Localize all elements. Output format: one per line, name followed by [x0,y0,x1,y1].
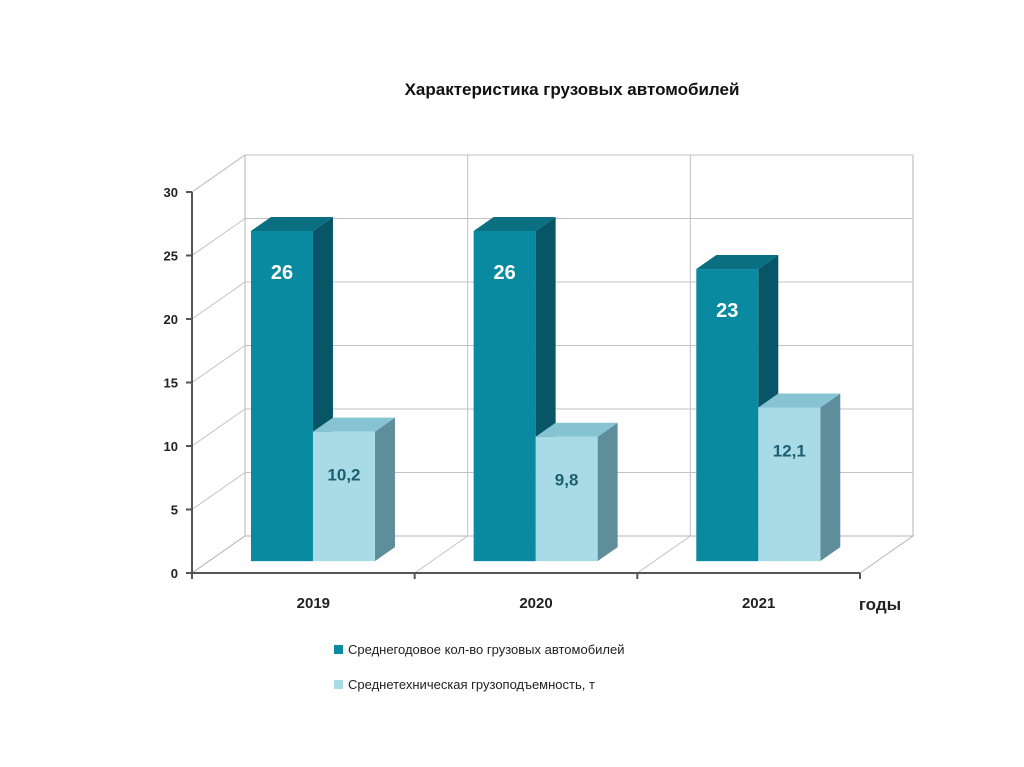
data-label-2020-series-1: 26 [494,262,516,284]
y-tick-25: 25 [164,249,178,264]
y-axis-ticks: 0 5 10 15 20 25 30 [164,185,178,581]
chart-title: Характеристика грузовых автомобилей [405,80,740,99]
bar-2020-series-1-top [473,216,556,231]
bar-2019-series-1-top [250,216,333,231]
bar-2021-series-2-side [820,393,841,562]
y-tick-0: 0 [171,566,178,581]
x-tick-2020: 2020 [519,595,552,612]
floor-divider-1 [414,535,468,574]
bar-2019-series-1 [250,230,313,562]
y-tick-5: 5 [171,503,178,518]
bar-2019-series-2-side [374,417,395,562]
bar-2021-series-1-top [696,255,779,270]
data-label-2020-series-2: 9,8 [555,471,579,490]
gridline-side-30 [191,154,246,193]
y-tick-15: 15 [164,376,178,391]
data-label-2021-series-1: 23 [716,300,738,322]
bar-2020-series-1 [473,230,536,562]
legend-swatch-dark [334,645,343,654]
gridline-side-20 [191,281,246,320]
y-tick-30: 30 [164,185,178,200]
x-axis-label: годы [859,595,901,614]
legend-swatch-light [334,680,343,689]
bar-2021-series-2 [758,407,821,562]
x-tick-2021: 2021 [742,595,775,612]
y-tick-10: 10 [164,439,178,454]
bar-2019-series-2-top [312,417,395,432]
bar-2020-series-2-side [597,422,618,562]
data-label-2019-series-1: 26 [271,262,293,284]
bar-2021-series-2-top [758,393,841,408]
gridline-side-5 [191,472,246,510]
gridline-side-25 [191,218,246,256]
gridline-side-10 [191,408,246,447]
floor-divider-2 [637,535,691,574]
chart-bars [250,216,841,562]
chart-gridlines [186,154,913,579]
gridline-side-15 [191,345,246,383]
x-axis-ticks: 2019 2020 2021 [297,595,776,612]
y-tick-20: 20 [164,312,178,327]
bar-2020-series-2 [535,436,598,562]
bar-2020-series-2-top [535,422,618,437]
legend-label-capacity: Среднетехническая грузоподъемность, т [348,677,595,692]
legend: Среднегодовое кол-во грузовых автомобиле… [334,642,624,692]
data-label-2021-series-2: 12,1 [773,441,806,460]
bar-2021-series-1 [696,269,759,562]
legend-label-trucks: Среднегодовое кол-во грузовых автомобиле… [348,642,624,657]
x-tick-2019: 2019 [297,595,330,612]
data-label-2019-series-2: 10,2 [327,466,360,485]
bar-2019-series-2 [312,431,375,562]
chart-data-labels: 26 10,2 26 9,8 23 12,1 [271,262,806,490]
